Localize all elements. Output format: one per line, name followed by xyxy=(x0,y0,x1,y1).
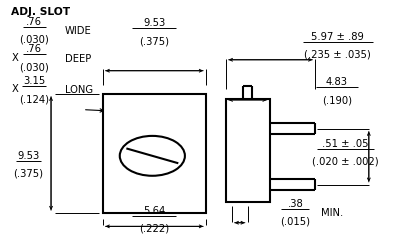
Text: .76: .76 xyxy=(26,17,42,27)
Text: MIN.: MIN. xyxy=(321,208,344,218)
Text: (.190): (.190) xyxy=(322,95,352,105)
Text: 5.64: 5.64 xyxy=(143,206,166,216)
Text: ADJ. SLOT: ADJ. SLOT xyxy=(11,7,70,17)
Text: LONG: LONG xyxy=(65,85,93,95)
Text: 3.15: 3.15 xyxy=(23,76,45,86)
Text: 9.53: 9.53 xyxy=(17,151,40,161)
Text: 4.83: 4.83 xyxy=(326,77,348,87)
Text: (.030): (.030) xyxy=(19,62,49,72)
Text: DEEP: DEEP xyxy=(65,54,91,63)
Text: (.020 ± .002): (.020 ± .002) xyxy=(312,156,378,167)
Text: 9.53: 9.53 xyxy=(143,18,166,28)
Text: (.375): (.375) xyxy=(139,36,169,46)
Text: .76: .76 xyxy=(26,45,42,54)
Text: (.375): (.375) xyxy=(14,169,44,179)
Text: 5.97 ± .89: 5.97 ± .89 xyxy=(311,31,364,42)
Text: (.124): (.124) xyxy=(19,94,49,104)
Text: (.235 ± .035): (.235 ± .035) xyxy=(304,49,370,60)
Text: .51 ± .05: .51 ± .05 xyxy=(322,138,368,149)
Text: X: X xyxy=(11,53,18,63)
Bar xyxy=(226,99,270,202)
Text: (.030): (.030) xyxy=(19,35,49,45)
Text: X: X xyxy=(11,84,18,94)
Text: WIDE: WIDE xyxy=(65,26,92,36)
Bar xyxy=(103,94,206,213)
Text: (.015): (.015) xyxy=(280,217,310,227)
Text: (.222): (.222) xyxy=(139,224,169,234)
Text: .38: .38 xyxy=(288,199,303,209)
